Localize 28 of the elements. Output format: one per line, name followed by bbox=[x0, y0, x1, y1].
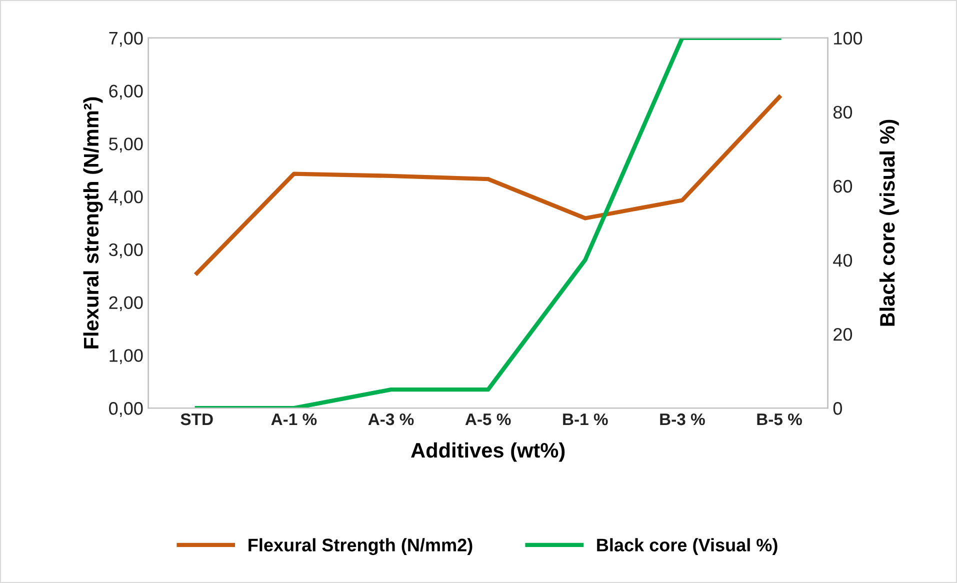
y-tick-label: 6,00 bbox=[109, 84, 143, 100]
x-axis-title: Additives (wt%) bbox=[411, 442, 565, 462]
line-series bbox=[194, 38, 782, 408]
y2-tick-label: 60 bbox=[834, 180, 852, 193]
y2-tick-label: 100 bbox=[834, 32, 862, 45]
y2-axis-title: Black core (visual %) bbox=[879, 120, 899, 326]
y2-tick-label: 0 bbox=[833, 402, 842, 415]
legend-label: Flexural Strength (N/mm2) bbox=[248, 538, 472, 556]
y-tick-label: 3,00 bbox=[109, 243, 143, 258]
line-series bbox=[194, 95, 782, 276]
y-tick-label: 7,00 bbox=[109, 32, 143, 47]
y-tick-label: 2,00 bbox=[109, 296, 143, 312]
y2-tick-label: 80 bbox=[833, 106, 852, 119]
legend-label: Black core (Visual %) bbox=[597, 538, 778, 556]
x-tick-label: STD bbox=[180, 413, 213, 426]
y2-tick-label: 20 bbox=[834, 328, 852, 341]
y-tick-label: 5,00 bbox=[109, 138, 143, 153]
y-axis-title: Flexural strength (N/mm²) bbox=[83, 97, 103, 348]
y2-tick-label: 40 bbox=[833, 254, 852, 267]
x-tick-label: A-1 % bbox=[271, 413, 317, 426]
x-tick-label: A-5 % bbox=[465, 413, 511, 426]
x-tick-label: B-1 % bbox=[563, 413, 608, 426]
y-tick-label: 1,00 bbox=[110, 349, 143, 364]
y-tick-label: 0,00 bbox=[109, 402, 143, 417]
x-tick-label: B-3 % bbox=[660, 413, 705, 426]
y-tick-label: 4,00 bbox=[108, 190, 143, 206]
x-tick-label: A-3 % bbox=[368, 413, 414, 426]
x-tick-label: B-5 % bbox=[757, 413, 802, 426]
